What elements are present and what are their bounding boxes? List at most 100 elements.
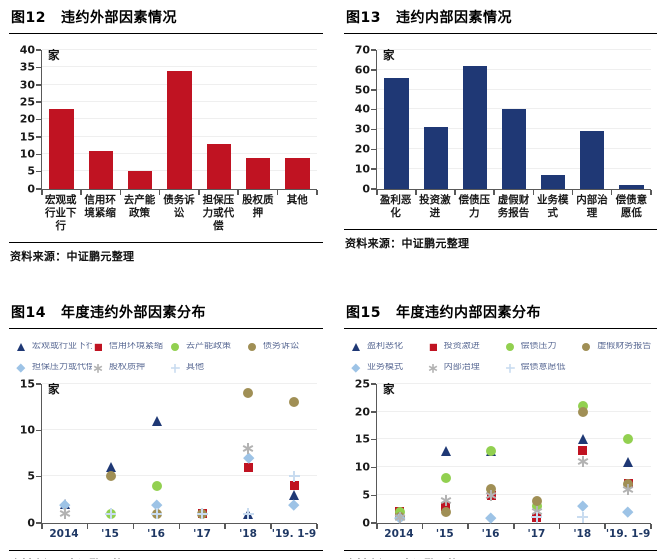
x-category-label-text: 偿债意愿低 [615, 193, 648, 219]
legend-item: 债务诉讼 [246, 341, 323, 353]
y-tick-mark [36, 522, 41, 524]
x-category-label: '15 [422, 528, 468, 541]
y-tick-label: 0 [27, 516, 35, 530]
bar [619, 184, 644, 189]
x-category-label-text: 其他 [286, 193, 308, 206]
figure-13-label: 图13 [346, 10, 381, 26]
x-category-label: '17 [179, 528, 225, 541]
x-category-label-text: '19. 1-9 [271, 527, 317, 540]
y-tick-label: 5 [362, 488, 370, 502]
diamond-marker-icon [485, 511, 497, 523]
y-tick-label: 25 [19, 95, 35, 109]
bar [580, 131, 605, 189]
x-category-label: 担保压力或代偿 [199, 194, 238, 233]
x-tick-mark [198, 189, 200, 195]
x-category-label: '19. 1-9 [605, 528, 651, 541]
y-tick-mark [371, 148, 376, 151]
y-tick-label: 0 [362, 182, 370, 196]
gridline [42, 48, 317, 50]
y-tick-mark [36, 101, 41, 103]
legend-label: 去产能政策 [186, 342, 232, 352]
scatter-point [394, 511, 406, 523]
legend-item: 担保压力或代偿 [15, 362, 92, 374]
x-tick-mark [80, 189, 82, 195]
x-category-label-text: '15 [435, 527, 454, 540]
triangle-marker-icon [577, 434, 588, 445]
y-tick-mark [371, 89, 376, 91]
figure-15-source: 资料来源：中证鹏元整理 [344, 549, 657, 559]
legend-label: 盈利恶化 [367, 342, 404, 352]
gridline [377, 466, 651, 468]
figure-12-x-labels: 宏观或行业下行 信用环境紧缩 去产能政策 债务诉讼 担保压力或代偿 股权质押 其他 [41, 190, 317, 233]
figure-12-plot-area: 0 5 10 15 20 25 30 35 40 家 [20, 44, 318, 195]
source-text: 资料来源：中证鹏元整理 [10, 250, 135, 264]
legend-marker [428, 363, 438, 373]
x-category-label: '17 [513, 528, 559, 541]
scatter-point [440, 495, 452, 507]
y-tick-mark [371, 69, 376, 71]
source-text: 资料来源：中证鹏元整理 [345, 237, 470, 251]
bar [541, 174, 566, 189]
triangle-marker-icon [623, 456, 634, 467]
y-tick-mark [371, 494, 376, 496]
y-tick-mark [36, 66, 41, 69]
legend-label: 股权质押 [109, 363, 146, 373]
legend-label: 内部治理 [443, 363, 480, 373]
x-tick-mark [376, 189, 378, 195]
y-tick-mark [371, 438, 376, 441]
x-category-label-text: 债务诉讼 [163, 193, 195, 219]
scatter-point [577, 456, 589, 468]
x-tick-mark [604, 523, 606, 529]
scatter-point [577, 433, 589, 445]
legend-marker [505, 342, 515, 352]
scatter-point [288, 498, 300, 510]
circle-marker-icon [440, 506, 451, 517]
legend-item: 偿债意愿低 [504, 362, 581, 374]
scatter-point [105, 470, 117, 482]
bar [423, 127, 448, 189]
x-category-label: 其他 [278, 194, 317, 233]
square-marker-icon [243, 462, 253, 472]
scatter-point [242, 508, 254, 520]
bar [88, 150, 114, 189]
figure-13-source: 资料来源：中证鹏元整理 [344, 229, 657, 251]
asterisk-marker-icon [398, 511, 401, 523]
legend-label: 其他 [186, 363, 205, 373]
y-tick-mark [36, 475, 41, 478]
figure-12-label: 图12 [11, 10, 46, 26]
figure-14-label: 图14 [11, 305, 46, 321]
triangle-marker-icon [105, 462, 116, 473]
x-tick-mark [558, 523, 561, 529]
x-category-label-text: 2014 [49, 527, 79, 540]
legend-label: 担保压力或代偿 [32, 363, 92, 373]
triangle-marker-icon [352, 342, 360, 351]
x-tick-mark [276, 189, 279, 195]
x-tick-mark [132, 523, 135, 529]
y-axis-unit-label: 家 [383, 381, 395, 396]
gridline [42, 429, 317, 431]
legend-marker [16, 363, 26, 373]
legend-label: 投资激进 [443, 342, 480, 352]
x-tick-mark [119, 189, 122, 195]
x-tick-mark [610, 189, 613, 195]
x-category-label: '16 [468, 528, 514, 541]
y-tick-mark [36, 84, 41, 86]
triangle-marker-icon [289, 490, 300, 500]
x-category-label: 偿债压力 [455, 194, 494, 220]
x-tick-mark [224, 523, 226, 529]
scatter-point [485, 445, 497, 457]
x-category-label: 内部治理 [572, 194, 611, 220]
x-tick-mark [650, 189, 652, 195]
legend-marker [170, 363, 180, 373]
legend-label: 偿债压力 [520, 342, 557, 352]
legend-marker [581, 342, 591, 352]
y-tick-label: 0 [27, 182, 35, 196]
y-tick-label: 30 [19, 78, 35, 92]
x-category-label-text: '15 [101, 527, 119, 540]
scatter-point [196, 508, 208, 520]
source-text: 资料来源：中证鹏元整理 [345, 558, 469, 559]
figure-14-title: 图14 年度违约外部因素分布 [9, 304, 323, 329]
legend-marker [170, 342, 180, 352]
figure-13-plot-area: 0 10 20 30 40 50 60 70 家 [355, 44, 652, 195]
scatter-point [59, 508, 71, 520]
